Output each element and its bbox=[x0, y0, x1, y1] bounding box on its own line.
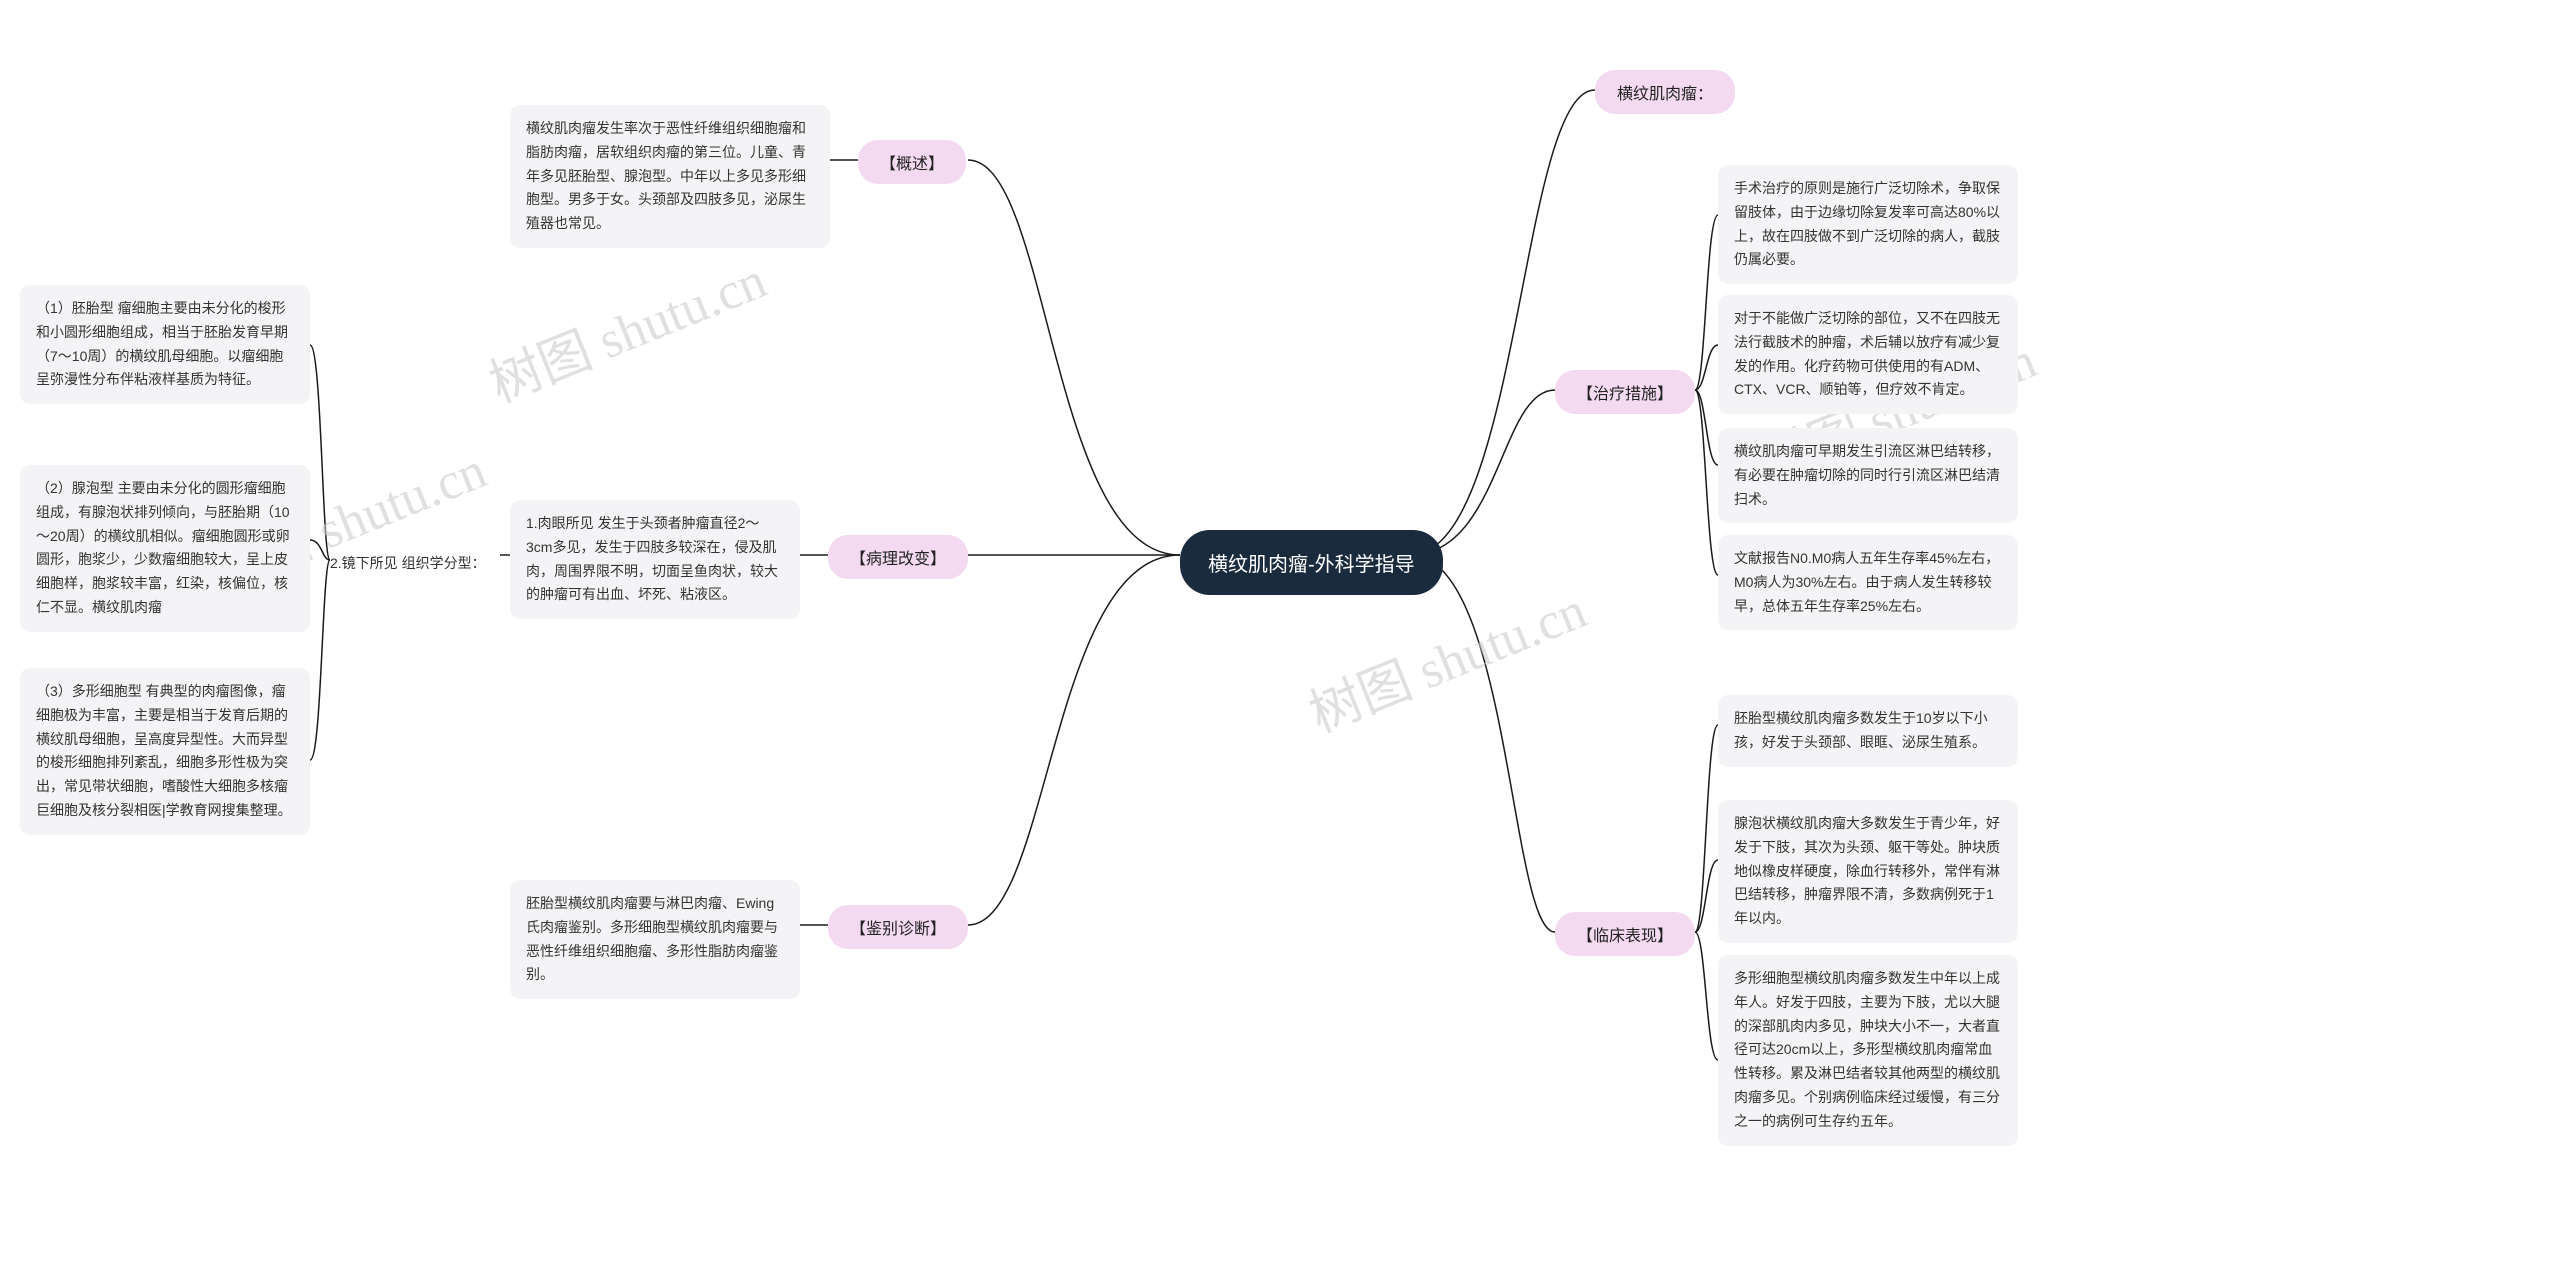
watermark: 树图 shutu.cn bbox=[477, 238, 776, 417]
connection-lines bbox=[0, 0, 2560, 1265]
branch-pathology[interactable]: 【病理改变】 bbox=[828, 535, 968, 579]
clinical-1: 胚胎型横纹肌肉瘤多数发生于10岁以下小孩，好发于头颈部、眼眶、泌尿生殖系。 bbox=[1718, 695, 2018, 767]
overview-text: 横纹肌肉瘤发生率次于恶性纤维组织细胞瘤和脂肪肉瘤，居软组织肉瘤的第三位。儿童、青… bbox=[510, 105, 830, 248]
histology-type-2: （2）腺泡型 主要由未分化的圆形瘤细胞组成，有腺泡状排列倾向，与胚胎期（10～2… bbox=[20, 465, 310, 632]
branch-clinical[interactable]: 【临床表现】 bbox=[1555, 912, 1695, 956]
treatment-1: 手术治疗的原则是施行广泛切除术，争取保留肢体，由于边缘切除复发率可高达80%以上… bbox=[1718, 165, 2018, 284]
branch-differential[interactable]: 【鉴别诊断】 bbox=[828, 905, 968, 949]
treatment-4: 文献报告N0.M0病人五年生存率45%左右，M0病人为30%左右。由于病人发生转… bbox=[1718, 535, 2018, 630]
clinical-3: 多形细胞型横纹肌肉瘤多数发生中年以上成年人。好发于四肢，主要为下肢，尤以大腿的深… bbox=[1718, 955, 2018, 1146]
pathology-gross: 1.肉眼所见 发生于头颈者肿瘤直径2～3cm多见，发生于四肢多较深在，侵及肌肉，… bbox=[510, 500, 800, 619]
branch-title-right[interactable]: 横纹肌肉瘤： bbox=[1595, 70, 1735, 114]
differential-text: 胚胎型横纹肌肉瘤要与淋巴肉瘤、Ewing氏肉瘤鉴别。多形细胞型横纹肌肉瘤要与恶性… bbox=[510, 880, 800, 999]
histology-type-1: （1）胚胎型 瘤细胞主要由未分化的梭形和小圆形细胞组成，相当于胚胎发育早期（7～… bbox=[20, 285, 310, 404]
treatment-3: 横纹肌肉瘤可早期发生引流区淋巴结转移，有必要在肿瘤切除的同时行引流区淋巴结清扫术… bbox=[1718, 428, 2018, 523]
clinical-2: 腺泡状横纹肌肉瘤大多数发生于青少年，好发于下肢，其次为头颈、躯干等处。肿块质地似… bbox=[1718, 800, 2018, 943]
histology-type-3: （3）多形细胞型 有典型的肉瘤图像，瘤细胞极为丰富，主要是相当于发育后期的横纹肌… bbox=[20, 668, 310, 835]
branch-overview[interactable]: 【概述】 bbox=[858, 140, 966, 184]
treatment-2: 对于不能做广泛切除的部位，又不在四肢无法行截肢术的肿瘤，术后辅以放疗有减少复发的… bbox=[1718, 295, 2018, 414]
mindmap-canvas: 树图 shutu.cn 树图 shutu.cn 树图 shutu.cn 树图 s… bbox=[0, 0, 2560, 1265]
pathology-histology-label: 2.镜下所见 组织学分型： bbox=[330, 548, 500, 580]
branch-treatment[interactable]: 【治疗措施】 bbox=[1555, 370, 1695, 414]
center-node[interactable]: 横纹肌肉瘤-外科学指导 bbox=[1180, 530, 1443, 595]
